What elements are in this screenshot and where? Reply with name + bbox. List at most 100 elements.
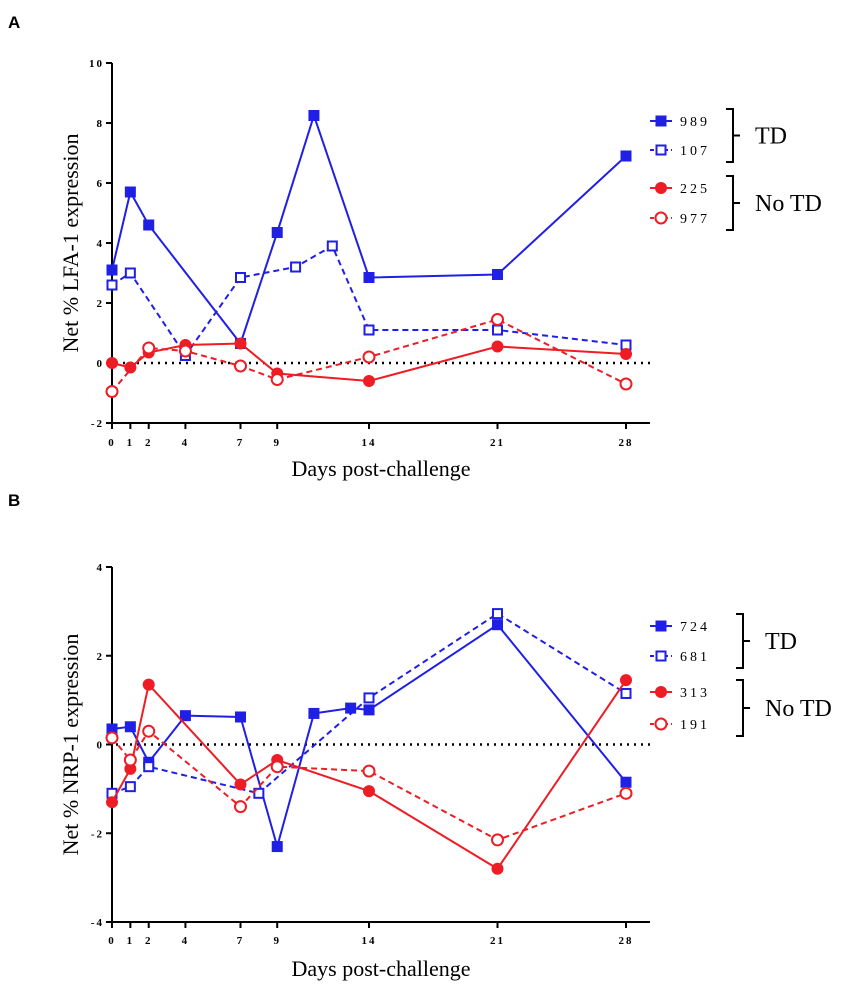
y-tick-label: 2 (97, 298, 105, 310)
y-tick-label: 4 (97, 238, 105, 250)
legend-label: 681 (680, 650, 710, 665)
data-point (124, 762, 137, 775)
group-bracket: No TD (736, 679, 832, 737)
data-point (492, 269, 503, 280)
data-point (235, 711, 246, 723)
legend-label: 225 (680, 182, 710, 197)
data-point (143, 761, 155, 773)
legend-label: 107 (680, 144, 710, 159)
x-tick-label: 9 (273, 437, 281, 449)
data-point (345, 702, 357, 714)
legend-label: 989 (680, 115, 710, 130)
bracket-line (726, 108, 734, 163)
data-point (491, 340, 504, 353)
data-point (271, 227, 283, 238)
x-axis-title: Days post-challenge (292, 956, 471, 981)
data-point (619, 377, 633, 391)
group-bracket: TD (736, 613, 797, 669)
y-tick-label: 8 (97, 118, 105, 130)
data-point (308, 110, 320, 121)
data-point (492, 324, 503, 336)
data-point (106, 279, 118, 291)
x-tick-label: 28 (619, 437, 634, 449)
x-tick-label: 9 (273, 935, 281, 947)
data-point (142, 341, 156, 355)
group-label: No TD (755, 191, 822, 217)
x-tick-label: 2 (145, 437, 153, 449)
data-point (363, 272, 375, 283)
x-tick-label: 21 (490, 437, 505, 449)
data-point (105, 385, 119, 398)
data-point (234, 778, 247, 791)
data-point (253, 787, 265, 799)
data-point (106, 264, 118, 276)
data-point (491, 862, 504, 875)
data-point (124, 361, 137, 374)
legend-marker (655, 686, 667, 698)
data-point (234, 337, 247, 350)
legend-marker (655, 144, 667, 156)
bracket-line (736, 613, 744, 669)
y-tick-label: -4 (91, 917, 104, 929)
y-tick-label: -2 (91, 418, 104, 430)
y-axis-title: Net % LFA-1 expression (58, 134, 83, 353)
data-point (124, 267, 136, 279)
legend-marker (655, 650, 667, 662)
group-label: TD (755, 124, 787, 150)
data-point (491, 313, 504, 326)
legend: 724 681 313 191 TD No TD (650, 613, 832, 737)
data-point (363, 704, 375, 716)
data-point (123, 753, 137, 767)
data-point (142, 724, 156, 738)
data-point (363, 375, 375, 387)
group-bracket: TD (726, 108, 787, 163)
x-tick-label: 2 (145, 935, 153, 947)
data-point (308, 707, 320, 719)
series-724 (106, 619, 632, 853)
legend-marker (654, 717, 668, 731)
series-line (111, 623, 627, 851)
series-989 (106, 110, 632, 349)
legend-marker (654, 211, 668, 225)
data-point (362, 350, 376, 364)
x-tick-label: 7 (237, 437, 245, 449)
series-681 (106, 608, 632, 799)
data-point (290, 261, 302, 273)
x-tick-label: 4 (182, 935, 190, 947)
data-point (492, 619, 503, 631)
y-tick-label: 2 (97, 651, 105, 663)
y-tick-label: 0 (97, 358, 105, 370)
data-point (142, 678, 155, 691)
x-tick-label: 7 (237, 935, 245, 947)
panel-letter: A (8, 13, 20, 32)
data-point (235, 272, 246, 283)
data-point (270, 760, 284, 774)
x-tick-label: 21 (490, 935, 505, 947)
data-point (620, 674, 632, 687)
data-point (106, 357, 118, 369)
data-point (492, 608, 503, 620)
data-point (143, 219, 155, 231)
data-point (106, 796, 118, 809)
x-tick-label: 4 (182, 437, 190, 449)
series-line (111, 244, 627, 358)
data-point (491, 833, 504, 847)
data-point (362, 764, 376, 778)
data-point (326, 240, 338, 252)
bracket-line (726, 175, 734, 231)
series-977 (105, 313, 633, 398)
data-point (363, 692, 375, 704)
y-tick-label: 10 (89, 58, 104, 70)
y-tick-label: 6 (97, 178, 105, 190)
data-point (105, 731, 119, 745)
y-axis-title: Net % NRP-1 expression (58, 634, 83, 856)
data-point (179, 710, 191, 722)
y-tick-label: -2 (91, 828, 104, 840)
legend-label: 191 (680, 718, 710, 733)
panel-letter: B (8, 491, 20, 510)
data-point (619, 786, 633, 800)
legend-label: 313 (680, 686, 710, 701)
